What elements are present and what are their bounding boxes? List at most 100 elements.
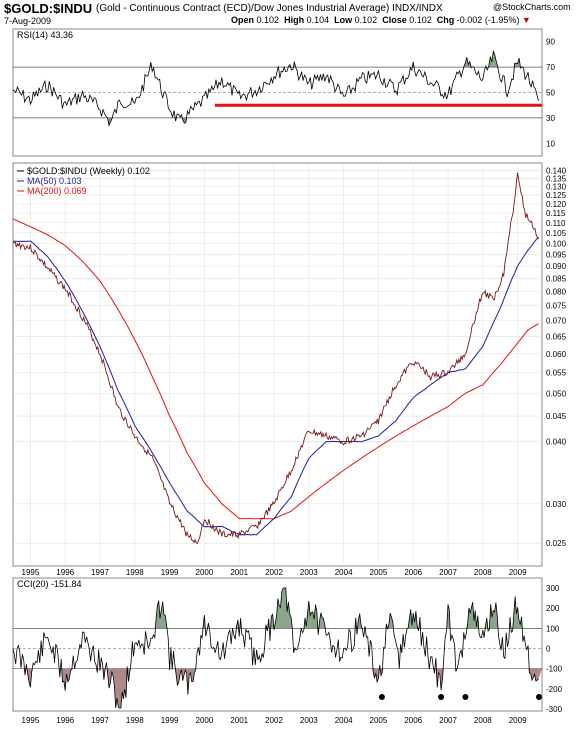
legend-ma200: MA(200) 0.069 [27,186,87,196]
cci-xtick-2002: 2002 [265,716,283,725]
main-ytick: 0.025 [546,539,567,548]
chg-label: Chg [436,15,455,25]
main-ytick: 0.105 [546,229,567,238]
high-label: High [284,15,305,25]
symbol-title: $GOLD:$INDU [4,1,93,16]
cci-xtick-1995: 1995 [22,716,40,725]
main-xtick-2004: 2004 [335,568,353,577]
main-xtick-2006: 2006 [404,568,422,577]
cci-xtick-1996: 1996 [56,716,74,725]
rsi-panel: 10 30 50 70 90 RSI(14) 43.36 [12,28,555,157]
main-xtick-2003: 2003 [300,568,318,577]
provider-credit: @StockCharts.com [493,2,571,12]
cci-signal-marker [438,694,445,700]
cci-xtick-1998: 1998 [126,716,144,725]
main-xtick-1996: 1996 [56,568,74,577]
cci-xtick-2009: 2009 [509,716,527,725]
main-ytick: 0.080 [546,288,567,297]
main-ytick: 0.075 [546,302,567,311]
cci-ytick--200: -200 [546,685,563,694]
cci-series-line [12,587,539,709]
cci-frame [12,577,543,712]
low-value: 0.102 [354,15,378,25]
close-value: 0.102 [409,15,432,25]
cci-ytick--300: -300 [546,705,563,714]
cci-ytick-100: 100 [546,624,560,633]
cci-xtick-2006: 2006 [404,716,422,725]
main-xtick-2007: 2007 [439,568,457,577]
main-ytick: 0.030 [546,500,567,509]
main-ytick: 0.065 [546,333,567,342]
rsi-legend: RSI(14) 43.36 [17,30,73,40]
main-ytick: 0.100 [546,239,567,248]
main-ytick: 0.095 [546,250,567,259]
main-ytick: 0.120 [546,200,567,209]
ohlc-readout: Open 0.102 High 0.104 Low 0.102 Close 0.… [231,15,531,25]
cci-xtick-2004: 2004 [335,716,353,725]
cci-signal-marker [462,694,469,700]
main-ytick: 0.045 [546,412,567,421]
cci-ytick-300: 300 [546,584,560,593]
main-ytick: 0.110 [546,219,566,228]
cci-signal-marker [378,694,385,700]
main-price-panel: 0.025 0.030 0.040 0.045 0.050 0.055 0.060 0.065… [12,162,567,577]
main-xtick-2005: 2005 [370,568,388,577]
chg-value: -0.002 (-1.95%) [456,15,520,25]
main-ytick: 0.135 [546,174,567,183]
cci-xtick-2003: 2003 [300,716,318,725]
main-ytick: 0.090 [546,262,567,271]
cci-xtick-2007: 2007 [439,716,457,725]
main-xtick-2009: 2009 [509,568,527,577]
rsi-ytick-70: 70 [546,63,555,72]
main-ytick: 0.050 [546,389,567,398]
main-ytick: 0.085 [546,275,567,284]
main-ytick: 0.125 [546,191,567,200]
cci-xtick-1997: 1997 [91,716,109,725]
main-ytick: 0.055 [546,369,567,378]
main-xtick-2000: 2000 [196,568,214,577]
rsi-ytick-30: 30 [546,114,555,123]
main-ytick: 0.140 [546,167,567,176]
main-xtick-1997: 1997 [91,568,109,577]
cci-low-fill [13,668,542,708]
main-legend: $GOLD:$INDU (Weekly) 0.102 MA(50) 0.103 … [17,166,150,196]
high-value: 0.104 [306,15,330,25]
cci-legend: CCI(20) -151.84 [17,579,82,589]
close-label: Close [382,15,407,25]
open-label: Open [231,15,255,25]
cci-panel: -300 -200 -100 0 100 200 300 1995 1996 1997 1998 1… [12,577,563,725]
cci-xtick-1999: 1999 [161,716,179,725]
main-ytick: 0.060 [546,350,567,359]
cci-signal-marker [536,694,542,700]
main-xtick-2002: 2002 [265,568,283,577]
cci-xtick-2005: 2005 [370,716,388,725]
main-ytick: 0.130 [546,183,567,192]
rsi-ytick-10: 10 [546,139,555,148]
down-arrow-icon: ▼ [521,15,531,25]
main-ytick: 0.115 [546,209,566,218]
legend-ma50: MA(50) 0.103 [27,176,82,186]
main-xtick-1998: 1998 [126,568,144,577]
cci-ytick-0: 0 [546,645,551,654]
price-series-line [12,172,539,544]
cci-xtick-2001: 2001 [230,716,248,725]
cci-ytick-200: 200 [546,604,560,613]
rsi-frame [12,28,543,157]
open-value: 0.102 [256,15,280,25]
cci-ytick--100: -100 [546,665,563,674]
chart-date: 7-Aug-2009 [4,16,52,26]
main-xtick-2008: 2008 [474,568,492,577]
main-ytick: 0.040 [546,438,567,447]
cci-xtick-2008: 2008 [474,716,492,725]
symbol-description: (Gold - Continuous Contract (ECD)/Dow Jo… [96,3,443,14]
rsi-ytick-50: 50 [546,89,555,98]
cci-xtick-2000: 2000 [196,716,214,725]
main-xtick-2001: 2001 [230,568,248,577]
low-label: Low [334,15,353,25]
main-xtick-1999: 1999 [161,568,179,577]
main-xtick-1995: 1995 [22,568,40,577]
rsi-series-line [12,49,539,127]
rsi-ytick-90: 90 [546,38,555,47]
